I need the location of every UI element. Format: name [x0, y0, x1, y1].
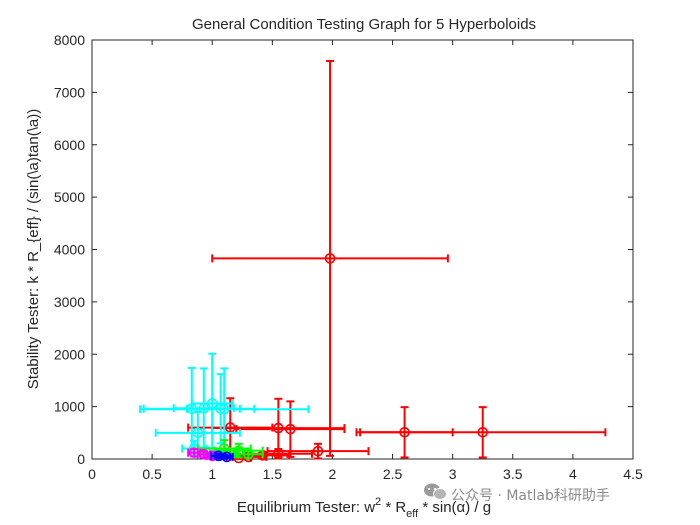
- x-tick-label: 3.5: [503, 466, 523, 482]
- point-marker: [273, 448, 284, 460]
- x-axis-label-sup: 2: [375, 496, 381, 508]
- point-marker: [324, 253, 336, 264]
- data-marks: [139, 59, 607, 464]
- y-tick-label: 0: [77, 451, 85, 467]
- plot-area: [91, 39, 634, 460]
- watermark-text: 公众号 · Matlab科研助手: [451, 488, 610, 504]
- data-point: [266, 442, 370, 460]
- x-tick-label: 2: [329, 466, 337, 482]
- data-point: [232, 448, 264, 460]
- x-axis-label-suffix: * sin(α) / g: [418, 499, 491, 516]
- point-marker: [242, 448, 254, 460]
- x-axis-label-mid: * R: [381, 499, 406, 516]
- data-point: [211, 59, 449, 457]
- y-axis-label: Stability Tester: k * R_{eff} / (sin(\a)…: [25, 109, 42, 389]
- y-tick-label: 5000: [54, 189, 85, 205]
- y-ticks: 0 1000 2000 3000 4000 5000 6000 7000 8000: [54, 32, 633, 467]
- x-tick-label: 4.5: [623, 466, 643, 482]
- data-point: [219, 451, 234, 463]
- y-tick-label: 1000: [54, 399, 85, 415]
- series-5: [210, 450, 234, 463]
- point-marker: [221, 451, 232, 463]
- point-marker: [192, 427, 204, 439]
- data-point: [359, 406, 607, 459]
- y-tick-label: 6000: [54, 137, 85, 153]
- axes-box: [91, 39, 634, 460]
- y-tick-label: 8000: [54, 32, 85, 48]
- point-marker: [285, 423, 296, 435]
- x-axis-label-sub: eff: [406, 508, 419, 520]
- x-axis-label: Equilibrium Tester: w2 * Reff * sin(α) /…: [237, 496, 491, 520]
- watermark: 公众号 · Matlab科研助手: [424, 483, 610, 504]
- chart-title: General Condition Testing Graph for 5 Hy…: [192, 16, 536, 33]
- wechat-icon: [424, 483, 447, 500]
- x-tick-label: 0: [88, 466, 96, 482]
- y-tick-label: 4000: [54, 242, 85, 258]
- x-tick-label: 1.5: [263, 466, 283, 482]
- y-tick-label: 3000: [54, 294, 85, 310]
- x-tick-label: 2.5: [383, 466, 403, 482]
- point-marker: [273, 422, 284, 434]
- x-ticks: 0 0.5 1 1.5 2 2.5 3 3.5 4 4.5: [88, 40, 643, 482]
- y-tick-label: 7000: [54, 84, 85, 100]
- data-point: [154, 410, 241, 455]
- point-marker: [312, 445, 324, 457]
- y-tick-label: 2000: [54, 346, 85, 362]
- point-marker: [218, 403, 230, 415]
- x-tick-label: 1: [208, 466, 216, 482]
- data-point: [235, 400, 346, 458]
- x-axis-label-prefix: Equilibrium Tester: w: [237, 499, 375, 516]
- x-tick-label: 4: [569, 466, 577, 482]
- x-tick-label: 0.5: [142, 466, 162, 482]
- x-tick-label: 3: [449, 466, 457, 482]
- point-marker: [477, 426, 489, 438]
